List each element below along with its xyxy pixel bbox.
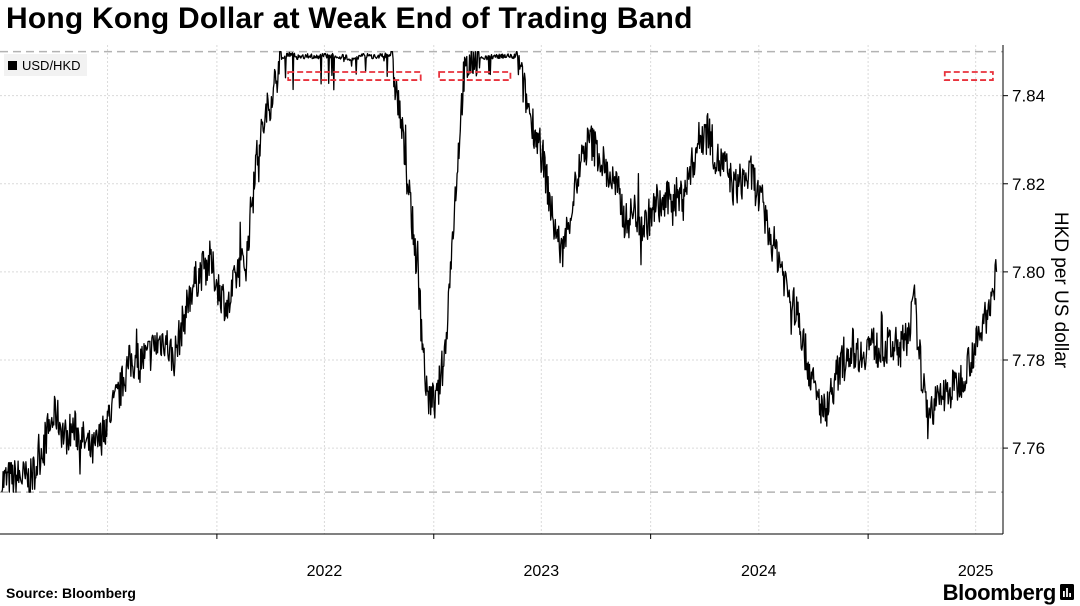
legend-swatch (8, 60, 17, 70)
legend-label: USD/HKD (22, 57, 81, 73)
y-axis-title: HKD per US dollar (1050, 211, 1071, 369)
y-tick-label: 7.76 (1012, 439, 1045, 458)
series-usd-hkd (1, 50, 998, 493)
band-reference-lines (0, 50, 1003, 493)
chart-legend: USD/HKD (4, 54, 87, 76)
chart-title: Hong Kong Dollar at Weak End of Trading … (6, 2, 693, 35)
bloomberg-logo: Bloomberg (942, 580, 1057, 605)
bloomberg-bars-icon (1060, 584, 1074, 600)
x-tick-label: 2025 (958, 563, 994, 580)
highlight-box (438, 71, 512, 81)
highlight-box (287, 71, 422, 81)
gridlines (0, 45, 1003, 534)
x-tick-label: 2022 (307, 563, 343, 580)
x-axis-ticks: 2022 2023 2024 2025 (216, 534, 994, 580)
x-tick-label: 2023 (524, 563, 560, 580)
source-note: Source: Bloomberg (6, 585, 136, 601)
y-tick-label: 7.84 (1012, 87, 1045, 106)
axes (0, 45, 1004, 535)
highlight-boxes (287, 71, 994, 81)
x-tick-label: 2024 (741, 563, 777, 580)
series-line (1, 50, 998, 493)
y-tick-label: 7.78 (1012, 351, 1045, 370)
y-axis-ticks: 7.76 7.78 7.80 7.82 7.84 (1003, 87, 1045, 458)
y-tick-label: 7.82 (1012, 175, 1045, 194)
y-tick-label: 7.80 (1012, 263, 1045, 282)
highlight-box (943, 71, 994, 81)
